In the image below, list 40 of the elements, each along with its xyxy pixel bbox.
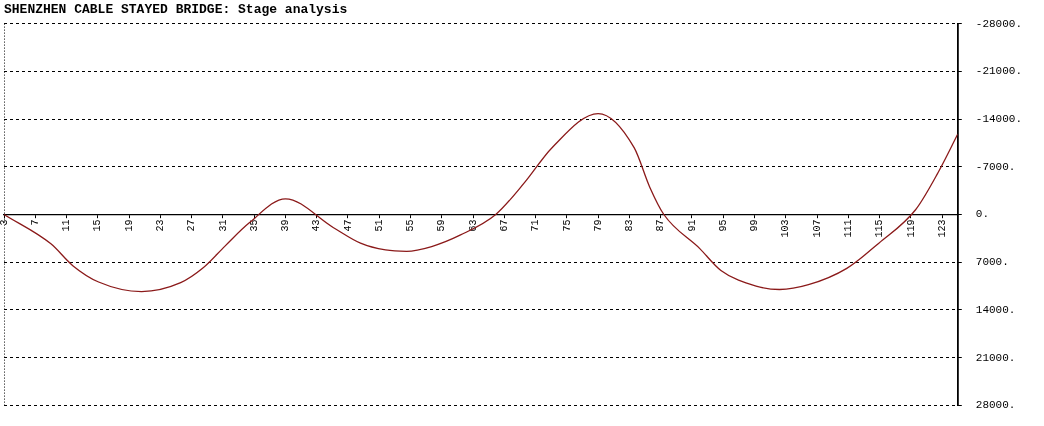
x-tick-label: 11 bbox=[61, 219, 73, 232]
x-tick-label: 7 bbox=[29, 219, 41, 226]
x-tick-label: 67 bbox=[498, 219, 510, 232]
x-tick-label: 87 bbox=[655, 219, 667, 232]
x-tick-label: 47 bbox=[342, 219, 354, 232]
y-tick-label: 7000. bbox=[975, 256, 1009, 269]
x-tick-label: 43 bbox=[311, 219, 323, 232]
x-tick-label: 51 bbox=[373, 219, 385, 232]
x-tick-label: 27 bbox=[186, 219, 198, 232]
x-tick-label: 83 bbox=[624, 219, 636, 232]
x-tick-label: 71 bbox=[530, 219, 542, 232]
x-tick-label: 19 bbox=[123, 219, 135, 232]
y-tick-label: -7000. bbox=[975, 160, 1016, 173]
x-tick-label: 79 bbox=[592, 219, 604, 232]
x-tick-label: 95 bbox=[717, 219, 729, 232]
x-tick-label: 111 bbox=[842, 219, 854, 238]
x-tick-label: 15 bbox=[92, 219, 104, 232]
y-tick-label: -21000. bbox=[975, 65, 1023, 78]
x-tick-label: 35 bbox=[248, 219, 260, 232]
x-tick-label: 59 bbox=[436, 219, 448, 232]
x-tick-label: 119 bbox=[905, 219, 917, 238]
x-tick-label: 55 bbox=[405, 219, 417, 232]
x-tick-label: 39 bbox=[280, 219, 292, 232]
x-tick-label: 75 bbox=[561, 219, 573, 232]
x-tick-label: 91 bbox=[686, 219, 698, 232]
x-tick-label: 31 bbox=[217, 219, 229, 232]
x-tick-label: 107 bbox=[811, 219, 823, 238]
x-tick-label: 123 bbox=[936, 219, 948, 238]
x-tick-label: 23 bbox=[155, 219, 166, 232]
y-tick-label: 28000. bbox=[975, 399, 1016, 412]
y-tick-label: -14000. bbox=[975, 112, 1023, 125]
x-tick-label: 103 bbox=[780, 219, 792, 238]
chart-title: SHENZHEN CABLE STAYED BRIDGE: Stage analysis bbox=[4, 2, 348, 18]
x-tick-label: 3 bbox=[0, 219, 10, 226]
x-tick-label: 115 bbox=[874, 219, 886, 238]
y-tick-label: 21000. bbox=[975, 351, 1016, 364]
x-tick-label: 99 bbox=[749, 219, 761, 232]
y-tick-label: 0. bbox=[975, 208, 989, 221]
y-tick-label: -28000. bbox=[975, 17, 1023, 30]
y-tick-label: 14000. bbox=[975, 303, 1016, 316]
